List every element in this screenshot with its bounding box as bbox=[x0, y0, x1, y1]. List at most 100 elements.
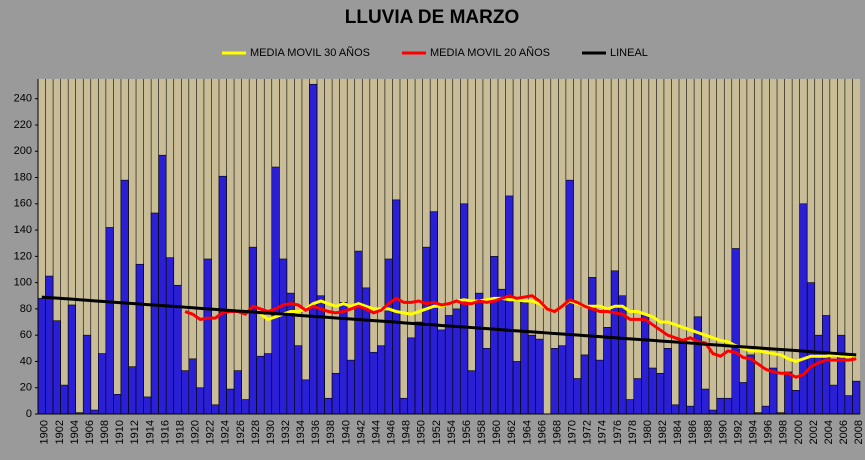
bar bbox=[60, 384, 69, 415]
bar bbox=[475, 292, 484, 415]
bar bbox=[527, 334, 537, 415]
x-tick-label: 2008 bbox=[853, 420, 865, 444]
line-series bbox=[184, 294, 857, 379]
bar bbox=[467, 370, 476, 415]
x-tick-label: 1980 bbox=[642, 420, 654, 444]
x-tick-label: 1954 bbox=[446, 420, 458, 444]
x-tick-label: 1920 bbox=[190, 420, 202, 444]
x-tick-label: 2002 bbox=[808, 420, 820, 444]
bar bbox=[603, 326, 612, 415]
bar bbox=[482, 348, 491, 415]
legend-label: MEDIA MOVIL 30 AÑOS bbox=[250, 46, 370, 59]
x-tick-label: 1964 bbox=[521, 420, 533, 444]
bar bbox=[422, 246, 431, 415]
x-tick-label: 1930 bbox=[265, 420, 277, 444]
bar bbox=[512, 361, 521, 415]
x-tick-label: 1998 bbox=[778, 420, 790, 444]
x-tick-label: 1916 bbox=[159, 420, 171, 444]
x-tick-label: 1942 bbox=[355, 420, 367, 444]
y-tick-label: 80 bbox=[20, 303, 32, 315]
bar bbox=[769, 367, 778, 415]
bar bbox=[852, 380, 861, 415]
x-tick-label: 1918 bbox=[174, 420, 186, 444]
x-tick-label: 1904 bbox=[69, 420, 81, 444]
bar bbox=[746, 354, 755, 415]
bar bbox=[550, 348, 559, 415]
bar bbox=[837, 334, 846, 415]
bar bbox=[573, 378, 582, 415]
bar bbox=[135, 263, 144, 415]
bar bbox=[761, 405, 770, 415]
y-tick-label: 60 bbox=[20, 329, 32, 341]
x-tick-label: 1966 bbox=[536, 420, 548, 444]
bar bbox=[173, 284, 182, 415]
bar bbox=[331, 372, 340, 415]
bar bbox=[641, 315, 650, 415]
bar bbox=[490, 256, 499, 415]
bar bbox=[701, 388, 710, 415]
bar bbox=[52, 320, 61, 415]
x-tick-label: 1972 bbox=[582, 420, 594, 444]
bar bbox=[723, 397, 733, 415]
y-tick-label: 160 bbox=[14, 198, 32, 210]
bar bbox=[460, 203, 469, 415]
x-tick-label: 1910 bbox=[114, 420, 126, 444]
x-tick-label: 1934 bbox=[295, 420, 307, 444]
bar bbox=[226, 388, 235, 415]
y-tick-label: 100 bbox=[14, 277, 32, 289]
bar bbox=[731, 248, 740, 415]
y-tick-label: 120 bbox=[14, 250, 32, 262]
x-tick-label: 1996 bbox=[763, 420, 775, 444]
bar bbox=[558, 345, 567, 415]
bar bbox=[165, 257, 175, 415]
bar bbox=[218, 175, 227, 415]
bar bbox=[324, 397, 333, 415]
y-tick-label: 20 bbox=[20, 382, 32, 394]
x-tick-label: 1956 bbox=[461, 420, 473, 444]
x-tick-label: 1936 bbox=[310, 420, 322, 444]
bar bbox=[82, 334, 92, 415]
bar bbox=[90, 409, 99, 415]
bar bbox=[263, 353, 273, 415]
bar bbox=[196, 387, 205, 415]
bar bbox=[806, 282, 816, 415]
bar bbox=[113, 393, 122, 415]
y-tick-label: 140 bbox=[14, 224, 32, 236]
bar bbox=[414, 321, 423, 415]
bar bbox=[595, 359, 604, 415]
x-tick-label: 2006 bbox=[838, 420, 850, 444]
x-tick-label: 1958 bbox=[476, 420, 488, 444]
bar bbox=[241, 399, 250, 415]
x-tick-label: 1976 bbox=[612, 420, 624, 444]
x-tick-label: 1994 bbox=[748, 420, 760, 444]
bar bbox=[248, 246, 257, 415]
bar bbox=[128, 366, 137, 415]
bar bbox=[610, 270, 619, 415]
line-series bbox=[41, 295, 857, 357]
bar bbox=[294, 345, 303, 415]
bar bbox=[444, 315, 454, 415]
x-tick-label: 1940 bbox=[340, 420, 352, 444]
bar bbox=[844, 395, 853, 415]
x-tick-label: 1960 bbox=[491, 420, 503, 444]
bar bbox=[67, 304, 77, 415]
bar bbox=[580, 354, 589, 415]
bar bbox=[309, 83, 318, 415]
bar bbox=[437, 329, 446, 415]
y-tick-label: 180 bbox=[14, 171, 32, 183]
y-tick-label: 240 bbox=[14, 93, 32, 105]
bar bbox=[37, 298, 46, 415]
bar bbox=[180, 370, 190, 415]
bar bbox=[633, 378, 642, 415]
x-tick-label: 1906 bbox=[84, 420, 96, 444]
x-tick-label: 2004 bbox=[823, 420, 835, 444]
bar bbox=[354, 250, 363, 415]
bar bbox=[392, 199, 401, 415]
x-tick-label: 2000 bbox=[793, 420, 805, 444]
bar bbox=[829, 384, 838, 415]
bar bbox=[505, 195, 514, 415]
bar bbox=[497, 288, 506, 415]
bar bbox=[301, 379, 310, 415]
x-tick-label: 1986 bbox=[687, 420, 699, 444]
